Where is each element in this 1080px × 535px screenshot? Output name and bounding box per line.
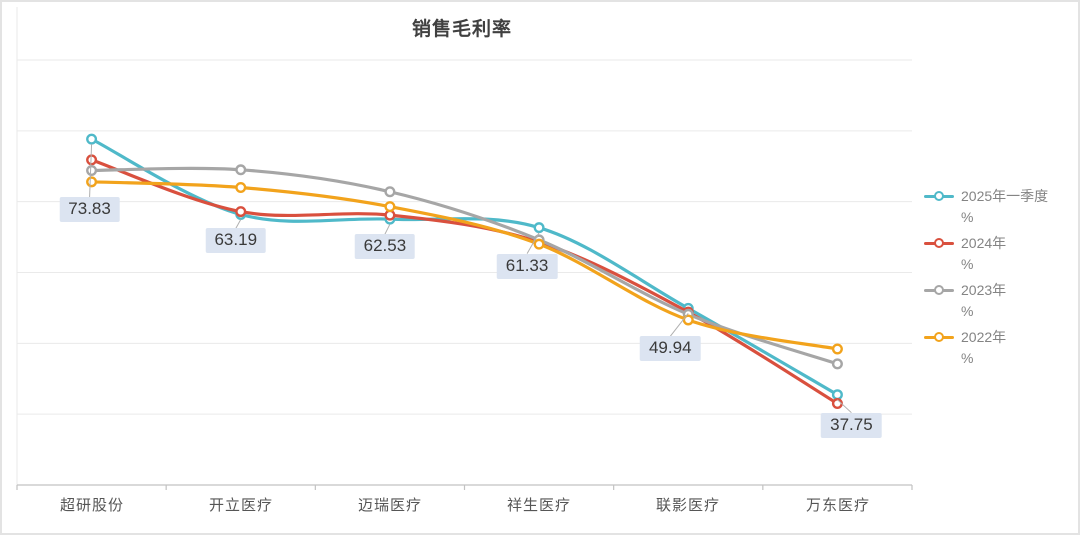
legend-label: 2024年	[961, 235, 1007, 251]
plot-area	[16, 7, 913, 490]
legend-unit: %	[961, 209, 974, 225]
legend-marker-icon	[924, 188, 954, 204]
legend-item-2023[interactable]: 2023年 %	[924, 280, 1078, 322]
legend-unit: %	[961, 256, 974, 272]
chart-title: 销售毛利率	[411, 19, 512, 40]
legend-label: 2025年一季度	[961, 188, 1049, 204]
x-axis-label: 祥生医疗	[506, 497, 572, 514]
legend-item-2024[interactable]: 2024年 %	[924, 233, 1078, 275]
data-label: 61.33	[496, 253, 558, 279]
legend-unit: %	[961, 303, 974, 319]
data-label: 62.53	[354, 234, 416, 260]
x-axis-label: 迈瑞医疗	[357, 497, 423, 514]
x-axis-label: 开立医疗	[208, 497, 274, 514]
legend-unit: %	[961, 350, 974, 366]
legend-item-2025q1[interactable]: 2025年一季度 %	[924, 186, 1078, 228]
legend-marker-icon	[924, 282, 954, 298]
x-axis-label: 万东医疗	[805, 497, 871, 514]
legend-label: 2023年	[961, 282, 1007, 298]
data-label: 63.19	[205, 228, 267, 254]
x-axis-label: 联影医疗	[655, 497, 721, 514]
legend-marker-icon	[924, 329, 954, 345]
data-label: 49.94	[639, 336, 701, 362]
legend-marker-icon	[924, 235, 954, 251]
x-axis-label: 超研股份	[59, 497, 125, 514]
legend: 2025年一季度 % 2024年 % 2023年 % 2022年 %	[924, 186, 1078, 374]
data-label: 73.83	[59, 197, 120, 223]
legend-item-2022[interactable]: 2022年 %	[924, 327, 1078, 369]
legend-label: 2022年	[961, 329, 1007, 345]
data-label: 37.75	[821, 412, 882, 438]
